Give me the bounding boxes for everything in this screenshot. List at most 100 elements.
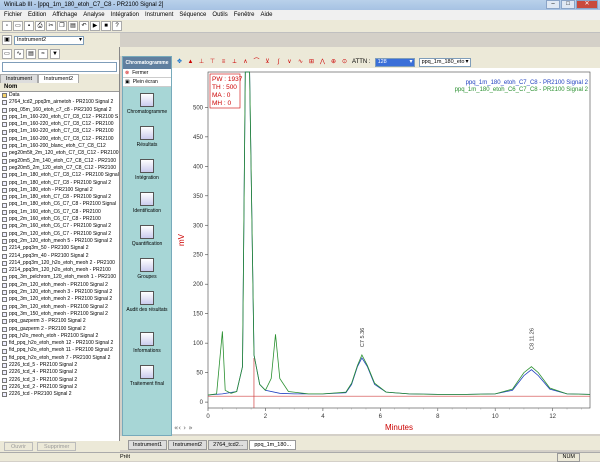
maximize-button[interactable]: □ bbox=[561, 0, 575, 9]
list-item[interactable]: ppq_1m_180_etoh_C7_C8_C12 - PR2100 Signa… bbox=[0, 172, 119, 179]
browser-search-input[interactable] bbox=[2, 62, 117, 72]
menu-item-9[interactable]: Aide bbox=[260, 12, 273, 18]
tab-instrument2[interactable]: Instrument2 bbox=[37, 74, 80, 83]
label-icon[interactable]: ⊕ bbox=[330, 58, 337, 65]
browser-compare-icon[interactable]: ≈ bbox=[38, 48, 48, 59]
integration-icon[interactable]: ∫ bbox=[277, 58, 280, 65]
list-item[interactable]: 2226_tcd_2 - PR2100 Signal 2 bbox=[0, 384, 119, 391]
baseline-icon[interactable]: ⟂ bbox=[232, 58, 237, 65]
sample-select[interactable]: ppq_1m_180_eto bbox=[418, 57, 471, 67]
list-item[interactable]: ppq_1m_180_etoh_C6_C7_C8 - PR2100 Signal bbox=[0, 201, 119, 208]
save-icon[interactable]: ▪ bbox=[24, 21, 34, 31]
list-item[interactable]: ppq_2m_120_etoh_meoh 3 - PR2100 Signal 2 bbox=[0, 289, 119, 296]
list-item[interactable]: ppq_3m_120_etoh_meoh - PR2100 Signal 2 bbox=[0, 304, 119, 311]
move-icon[interactable]: ✥ bbox=[176, 58, 183, 65]
list-item[interactable]: 2226_tcd - PR2100 Signal 2 bbox=[0, 391, 119, 398]
list-item[interactable]: ppq_3m_150_etoh_meoh - PR2100 Signal 2 bbox=[0, 311, 119, 318]
list-item[interactable]: ppq_h2o_meoh_etoh - PR2100 Signal 2 bbox=[0, 333, 119, 340]
nav-item-integration[interactable]: Intégration bbox=[123, 153, 171, 186]
list-item[interactable]: 2226_tcd_4 - PR2100 Signal 2 bbox=[0, 369, 119, 376]
chromatogram-chart[interactable]: 0 50 100 150 200 250 300 350 400 450 500 0 2 4 6 8 10 12 M… bbox=[172, 68, 600, 434]
nav-item-identification[interactable]: Identification bbox=[123, 186, 171, 219]
list-item[interactable]: ppq_1m_180_etoh - PR2100 Signal 2 bbox=[0, 187, 119, 194]
list-item[interactable]: ppq_1m_160-200_etoh_C7_C8_C12 - PR2100 bbox=[0, 136, 119, 143]
browser-chart-icon[interactable]: ∿ bbox=[14, 48, 24, 59]
menu-item-8[interactable]: Fenêtre bbox=[233, 12, 255, 18]
run-icon[interactable]: ▶ bbox=[90, 21, 100, 31]
open-icon[interactable]: ▭ bbox=[13, 21, 23, 31]
menu-item-1[interactable]: Edition bbox=[28, 12, 47, 18]
menu-item-7[interactable]: Outils bbox=[212, 12, 228, 18]
list-item[interactable]: ppq_gazperm 3 - PR2100 Signal 2 bbox=[0, 318, 119, 325]
browser-folder-icon[interactable]: ▭ bbox=[2, 48, 12, 59]
list-item[interactable]: ppq_1m_160-220_etoh_C7_C8_C12 - PR2100 S bbox=[0, 114, 119, 121]
list-item[interactable]: ppq_1m_160-200_blanc_etoh_C7_C8_C12 bbox=[0, 143, 119, 150]
list-item[interactable]: fid_ppq_h2o_etoh_meoh 11 - PR2100 Signal… bbox=[0, 347, 119, 354]
list-item[interactable]: ppq_1m_180_etoh_C7_C8 - PR2100 Signal 2 bbox=[0, 180, 119, 187]
print-icon[interactable]: ⎙ bbox=[35, 21, 45, 31]
list-item[interactable]: ppq_2m_120_etoh_C6_C7 - PR2100 Signal 2 bbox=[0, 231, 119, 238]
list-item[interactable]: ppq_1m_180_etoh_C7_C8 - PR2100 Signal 2 bbox=[0, 194, 119, 201]
close-button[interactable]: ✕ bbox=[576, 0, 598, 9]
nav-item-quantification[interactable]: Quantification bbox=[123, 219, 171, 252]
list-item[interactable]: ppq_2m_120_etoh_meoh - PR2100 Signal 2 bbox=[0, 282, 119, 289]
threshold-icon[interactable]: ≡ bbox=[221, 58, 226, 65]
attn-select[interactable]: 128 bbox=[374, 57, 415, 67]
list-item[interactable]: ppq_2m_120_etoh_meoh 5 - PR2100 Signal 2 bbox=[0, 238, 119, 245]
nav-item-groups[interactable]: Groupes bbox=[123, 252, 171, 285]
open-button[interactable]: Ouvrir bbox=[4, 442, 33, 451]
list-item[interactable]: fid_ppq_h2o_etoh_meoh 12 - PR2100 Signal… bbox=[0, 340, 119, 347]
paste-icon[interactable]: ▤ bbox=[68, 21, 78, 31]
document-tab-2[interactable]: 2764_tcd2... bbox=[208, 440, 249, 450]
list-item[interactable]: peg20m5_2m_120_etoh_C7_C8_C12 - PR2100 bbox=[0, 165, 119, 172]
nav-item-chromatogram[interactable]: Chromatogramme bbox=[123, 87, 171, 120]
document-tab-0[interactable]: Instrument1 bbox=[128, 440, 168, 450]
warning-icon[interactable]: ▲ bbox=[187, 58, 194, 65]
new-icon[interactable]: ▫ bbox=[2, 21, 12, 31]
instrument-select[interactable]: Instrument2 bbox=[14, 35, 84, 45]
list-item[interactable]: ppq_05m_160_etoh_c7_c8 - PR2100 Signal 2 bbox=[0, 107, 119, 114]
nav-item-final-processing[interactable]: Traitement final bbox=[123, 359, 171, 392]
list-item[interactable]: 2226_tcd_3 - PR2100 Signal 2 bbox=[0, 377, 119, 384]
group-icon[interactable]: ⊞ bbox=[308, 58, 315, 65]
list-item[interactable]: ppq_3m_pelchrom_120_etoh_meoh 1 - PR2100 bbox=[0, 274, 119, 281]
tab-instrument[interactable]: Instrument bbox=[0, 74, 38, 83]
list-item[interactable]: ppq_2m_160_etoh_C6_C7 - PR2100 Signal 2 bbox=[0, 223, 119, 230]
list-item[interactable]: ppq_3m_120_etoh_meoh 2 - PR2100 Signal 2 bbox=[0, 296, 119, 303]
list-item[interactable]: 2214_ppq3m_40 - PR2100 Signal 2 bbox=[0, 253, 119, 260]
list-item[interactable]: ppq_2m_160_etoh_C6_C7_C8 - PR2100 bbox=[0, 216, 119, 223]
list-item[interactable]: ppq_1m_160-220_etoh_C7_C8_C12 - PR2100 bbox=[0, 128, 119, 135]
list-item[interactable]: ppq_1m_160-220_etoh_C7_C8_C12 - PR2100 bbox=[0, 121, 119, 128]
minimize-button[interactable]: – bbox=[546, 0, 560, 9]
list-item[interactable]: 2214_ppq3m_50 - PR2100 Signal 2 bbox=[0, 245, 119, 252]
valley-icon[interactable]: ∨ bbox=[287, 58, 292, 65]
document-tab-3[interactable]: ppq_1m_180... bbox=[249, 440, 297, 450]
help-icon[interactable]: ? bbox=[112, 21, 122, 31]
list-item[interactable]: 2214_ppq3m_120_h2o_etoh_meoh - PR2100 bbox=[0, 267, 119, 274]
skim-icon[interactable]: ⋀ bbox=[320, 58, 325, 65]
list-item[interactable]: peg20m5_2m_140_etoh_C7_C8_C12 - PR2100 bbox=[0, 158, 119, 165]
chromatogram-svg[interactable]: 0 50 100 150 200 250 300 350 400 450 500 0 2 4 6 8 10 12 M… bbox=[172, 68, 600, 434]
list-item[interactable]: ppq_gazperm 2 - PR2100 Signal 2 bbox=[0, 326, 119, 333]
menu-item-4[interactable]: Intégration bbox=[110, 12, 140, 18]
delete-button[interactable]: Supprimer bbox=[36, 442, 77, 451]
document-tab-1[interactable]: Instrument2 bbox=[168, 440, 208, 450]
list-item[interactable]: peg20m5lt_2m_120_etoh_C7_C8_C12 - PR2100 bbox=[0, 150, 119, 157]
list-item[interactable]: 2764_tcd2_ppq3m_airnetoh - PR2100 Signal… bbox=[0, 99, 119, 106]
fullscreen-button[interactable]: ▣ Plein écran bbox=[123, 78, 171, 87]
menu-item-3[interactable]: Analyse bbox=[83, 12, 105, 18]
column-header-name[interactable]: Nom bbox=[0, 83, 119, 92]
browser-filter-icon[interactable]: ▼ bbox=[50, 48, 60, 59]
list-item[interactable]: fid_ppq_h2o_etoh_meoh 7 - PR2100 Signal … bbox=[0, 355, 119, 362]
close-view-button[interactable]: ⊗ Fermer bbox=[123, 69, 171, 78]
copy-icon[interactable]: ❐ bbox=[57, 21, 67, 31]
nav-item-audit[interactable]: Audit des résultats bbox=[123, 285, 171, 318]
list-item[interactable]: 2214_ppq3m_120_h2o_etoh_meoh 2 - PR2100 bbox=[0, 260, 119, 267]
menu-item-0[interactable]: Fichier bbox=[4, 12, 23, 18]
noise-icon[interactable]: ∿ bbox=[297, 58, 304, 65]
browser-report-icon[interactable]: ▤ bbox=[26, 48, 36, 59]
nav-item-results[interactable]: Résultats bbox=[123, 120, 171, 153]
split-peak-icon[interactable]: ∧ bbox=[243, 58, 248, 65]
menu-item-5[interactable]: Instrument bbox=[145, 12, 174, 18]
menu-item-6[interactable]: Séquence bbox=[179, 12, 207, 18]
